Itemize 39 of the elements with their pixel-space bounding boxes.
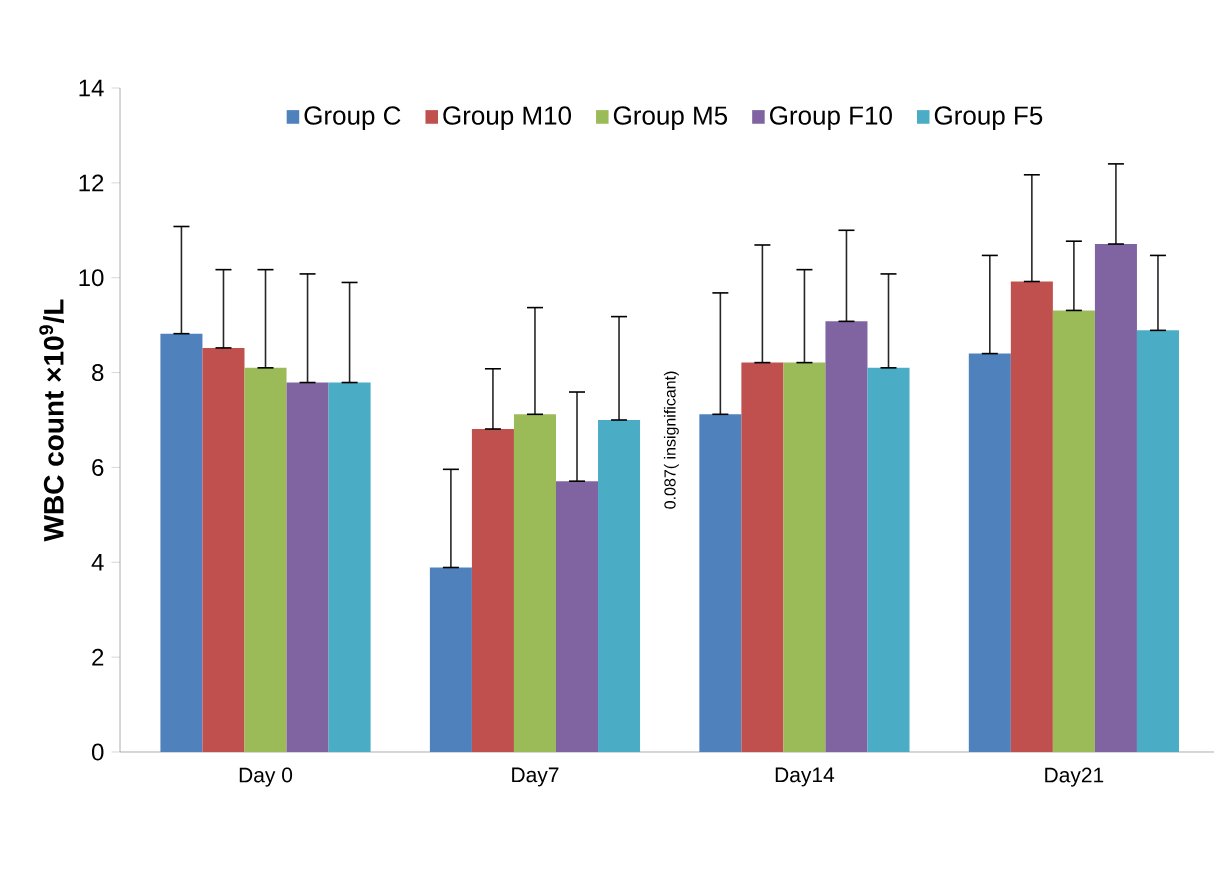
bar [1052,310,1095,752]
x-tick-label: Day14 [775,767,835,787]
bar [741,362,784,752]
y-tick-label: 6 [92,458,104,476]
bar [555,481,599,752]
bar [513,414,556,752]
y-tick-label: 14 [79,79,104,97]
x-tick-label: Day 0 [239,767,293,787]
x-tick-label: Day21 [1045,767,1104,787]
legend-label: Group F10 [770,106,892,130]
bar [867,367,910,752]
bar [429,567,472,752]
bar [1010,281,1053,752]
x-tick-label: Day7 [512,767,559,787]
legend-label: Group M10 [443,106,572,130]
bar [160,333,203,752]
y-tick-label: 2 [92,648,104,666]
bar [202,347,245,752]
bar [244,367,287,752]
bar [699,414,742,752]
legend-label: Group C [304,106,401,130]
bar [286,382,329,752]
legend-label: Group M5 [613,106,728,130]
bar [825,321,868,752]
text: WBC count ×10$^{9}$/L [39,299,64,542]
bar [783,362,826,752]
bar [1094,244,1137,752]
bar [598,420,641,752]
bar [471,429,514,752]
annotation: 0.087( insignificant) [663,371,679,509]
bar [1136,330,1179,752]
legend-label: Group F5 [934,106,1043,130]
bar [968,353,1011,752]
y-tick-label: 0 [92,743,104,761]
bar [328,382,371,752]
y-tick-label: 12 [79,174,104,192]
y-tick-label: 10 [79,269,104,287]
y-tick-label: 4 [91,554,104,571]
y-tick-label: 8 [92,364,104,382]
